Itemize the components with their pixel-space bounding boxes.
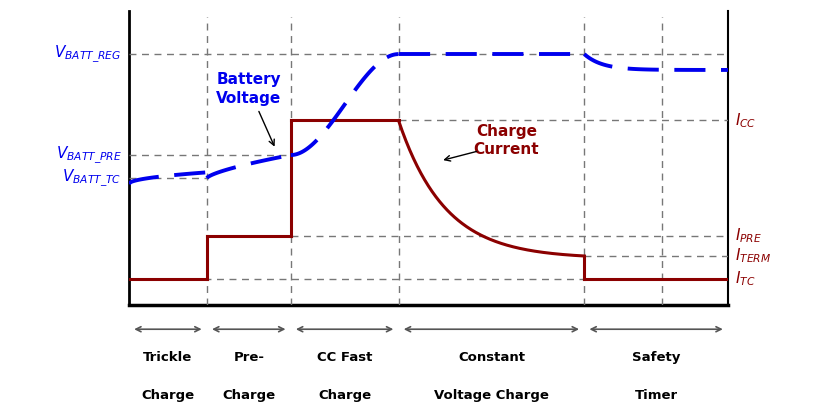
Text: Charge: Charge [318, 389, 371, 402]
Text: Battery
Voltage: Battery Voltage [216, 72, 281, 105]
Text: Safety: Safety [632, 352, 681, 364]
Text: Charge: Charge [222, 389, 275, 402]
Text: Trickle: Trickle [143, 352, 192, 364]
Text: Charge
Current: Charge Current [473, 124, 539, 157]
Text: $\mathit{V}_{\mathit{BATT\_PRE}}$: $\mathit{V}_{\mathit{BATT\_PRE}}$ [56, 144, 121, 166]
Text: Constant: Constant [458, 352, 525, 364]
Text: Charge: Charge [141, 389, 195, 402]
Text: CC Fast: CC Fast [317, 352, 372, 364]
Text: Voltage Charge: Voltage Charge [434, 389, 549, 402]
Text: $\mathit{V}_{\mathit{BATT\_TC}}$: $\mathit{V}_{\mathit{BATT\_TC}}$ [62, 168, 121, 189]
Text: $\mathit{I}_{\mathit{CC}}$: $\mathit{I}_{\mathit{CC}}$ [735, 111, 756, 130]
Text: $\mathit{I}_{\mathit{TC}}$: $\mathit{I}_{\mathit{TC}}$ [735, 270, 755, 288]
Text: $\mathit{I}_{\mathit{PRE}}$: $\mathit{I}_{\mathit{PRE}}$ [735, 227, 762, 245]
Text: Timer: Timer [635, 389, 678, 402]
Text: Pre-: Pre- [233, 352, 265, 364]
Text: $\mathit{V}_{\mathit{BATT\_REG}}$: $\mathit{V}_{\mathit{BATT\_REG}}$ [54, 44, 121, 65]
Text: $\mathit{I}_{\mathit{TERM}}$: $\mathit{I}_{\mathit{TERM}}$ [735, 247, 771, 265]
